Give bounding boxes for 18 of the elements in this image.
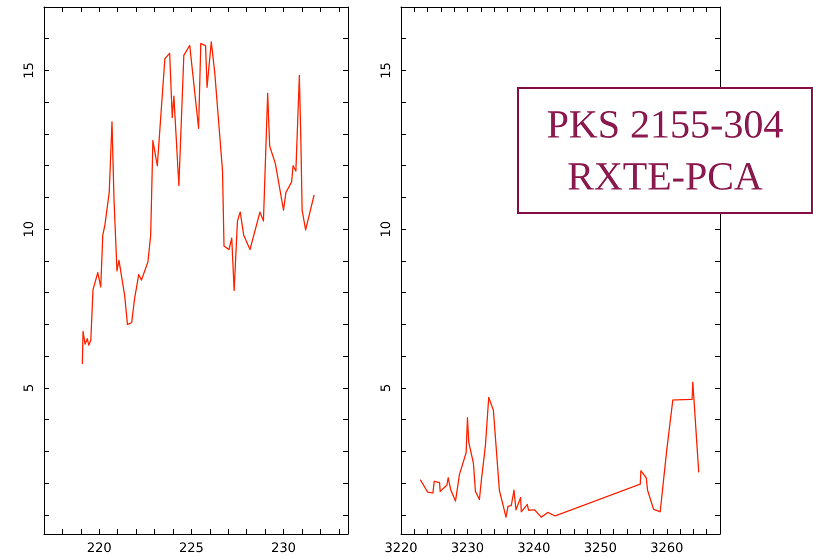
x-tick-label: 3260: [650, 541, 684, 556]
x-tick-label: 225: [178, 541, 204, 556]
x-tick-label: 230: [271, 541, 296, 556]
y-tick-label: 5: [22, 384, 37, 392]
annotation: PKS 2155-304: [546, 102, 784, 146]
y-tick-label: 15: [22, 62, 37, 79]
y-tick-label: 15: [379, 62, 394, 79]
y-tick-label: 5: [379, 384, 394, 392]
x-tick-label: 3250: [584, 541, 617, 556]
line-series: [420, 382, 700, 518]
line-series: [82, 41, 315, 364]
annotation: RXTE-PCA: [567, 154, 763, 198]
x-tick-label: 3230: [450, 541, 484, 556]
x-tick-label: 3240: [517, 541, 550, 556]
y-tick-label: 10: [379, 220, 394, 238]
x-tick-label: 3220: [384, 541, 418, 556]
x-tick-label: 220: [86, 541, 112, 556]
y-tick-label: 10: [22, 220, 37, 238]
